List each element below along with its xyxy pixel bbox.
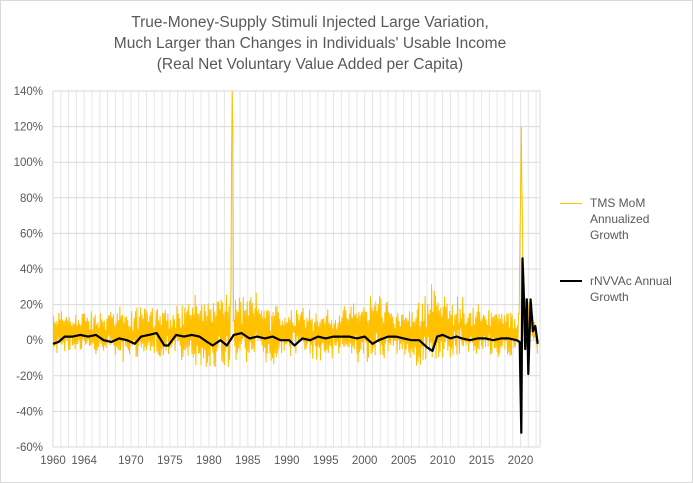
y-tick-label: -20% (16, 371, 43, 383)
x-tick-label: 1975 (157, 455, 183, 467)
series-line-tms (53, 91, 539, 368)
y-tick-label: 0% (26, 335, 43, 347)
x-tick-label: 1964 (71, 455, 97, 467)
y-axis-ticks: -60% -40% -20% 0% 20% 40% 60% 80% 100% 120% 140% (14, 86, 43, 454)
y-tick-label: 140% (14, 86, 43, 98)
x-tick-label: 1985 (235, 455, 261, 467)
x-tick-label: 2005 (391, 455, 417, 467)
title-line-2: Much Larger than Changes in Individuals'… (113, 35, 507, 52)
y-tick-label: 20% (20, 300, 43, 312)
gridlines (52, 90, 541, 448)
x-tick-label: 1970 (118, 455, 144, 467)
legend-swatch-rnvvac (560, 280, 582, 282)
legend-swatch-tms (560, 203, 582, 204)
y-tick-label: -40% (16, 406, 43, 418)
x-tick-label: 1960 (40, 455, 66, 467)
x-tick-label: 2010 (430, 455, 456, 467)
y-tick-label: 40% (20, 264, 43, 276)
legend-label-rnvvac: rNVVAc Annual Growth (590, 274, 672, 304)
x-tick-label: 1980 (196, 455, 222, 467)
x-tick-label: 1990 (274, 455, 300, 467)
y-tick-label: 60% (20, 228, 43, 240)
series-rnvvac (52, 257, 539, 434)
legend: TMS MoM Annualized Growth rNVVAc Annual … (560, 195, 685, 325)
x-tick-label: 2000 (352, 455, 378, 467)
y-tick-label: -60% (16, 442, 43, 454)
series-tms (53, 91, 539, 368)
title-line-1: True-Money-Supply Stimuli Injected Large… (131, 14, 489, 31)
x-tick-label: 2015 (469, 455, 495, 467)
y-tick-label: 80% (20, 193, 43, 205)
y-tick-label: 120% (14, 122, 43, 134)
x-tick-label: 1995 (313, 455, 339, 467)
title-line-3: (Real Net Voluntary Value Added per Capi… (156, 56, 464, 73)
chart-title: True-Money-Supply Stimuli Injected Large… (60, 12, 560, 75)
x-axis-ticks: 1960 1964 1970 1975 1980 1985 1990 1995 2000 2005… (40, 455, 533, 467)
x-tick-label: 2020 (508, 455, 534, 467)
y-tick-label: 100% (14, 157, 43, 169)
legend-label-tms: TMS MoM Annualized Growth (590, 196, 650, 242)
series-line-rnvvac (52, 257, 539, 434)
